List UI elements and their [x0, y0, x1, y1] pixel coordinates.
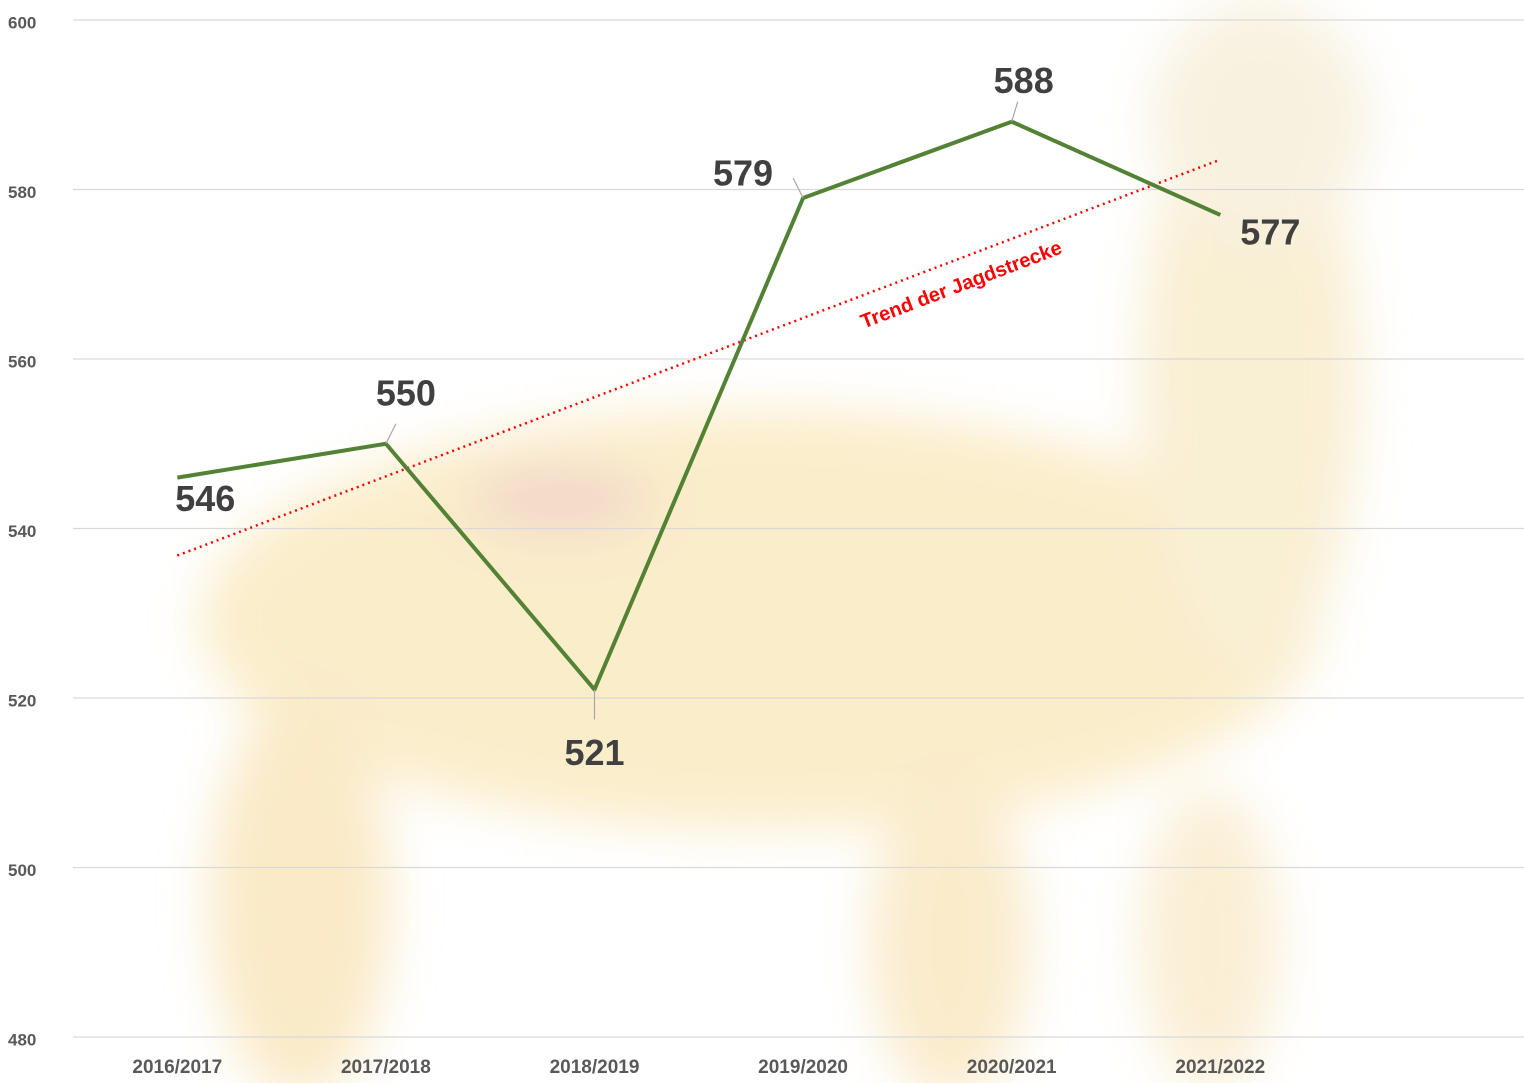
leader-line	[1012, 102, 1018, 122]
data-label: 579	[713, 152, 773, 193]
x-tick-label: 2020/2021	[967, 1057, 1057, 1078]
x-tick-label: 2019/2020	[758, 1057, 848, 1078]
chart: 480 500 520 540 560 580 600 2016/2017 2017/2018 2…	[0, 0, 1524, 1083]
x-tick-label: 2018/2019	[550, 1057, 640, 1078]
data-label: 550	[376, 372, 436, 413]
data-label: 577	[1240, 211, 1300, 252]
data-label: 521	[564, 732, 624, 773]
data-label: 546	[175, 478, 235, 519]
y-tick-label: 580	[8, 183, 36, 202]
y-tick-label: 480	[8, 1030, 36, 1049]
leader-line	[793, 178, 803, 198]
y-tick-label: 540	[8, 522, 36, 541]
y-tick-label: 500	[8, 861, 36, 880]
trend-label: Trend der Jagdstrecke	[858, 237, 1065, 333]
y-tick-label: 600	[8, 13, 36, 32]
y-tick-label: 520	[8, 691, 36, 710]
x-tick-label: 2016/2017	[132, 1057, 222, 1078]
background-deer	[200, 0, 1370, 1083]
y-tick-label: 560	[8, 352, 36, 371]
data-label: 588	[994, 60, 1054, 101]
x-tick-label: 2021/2022	[1175, 1057, 1265, 1078]
leader-line	[386, 424, 396, 444]
x-tick-label: 2017/2018	[341, 1057, 431, 1078]
